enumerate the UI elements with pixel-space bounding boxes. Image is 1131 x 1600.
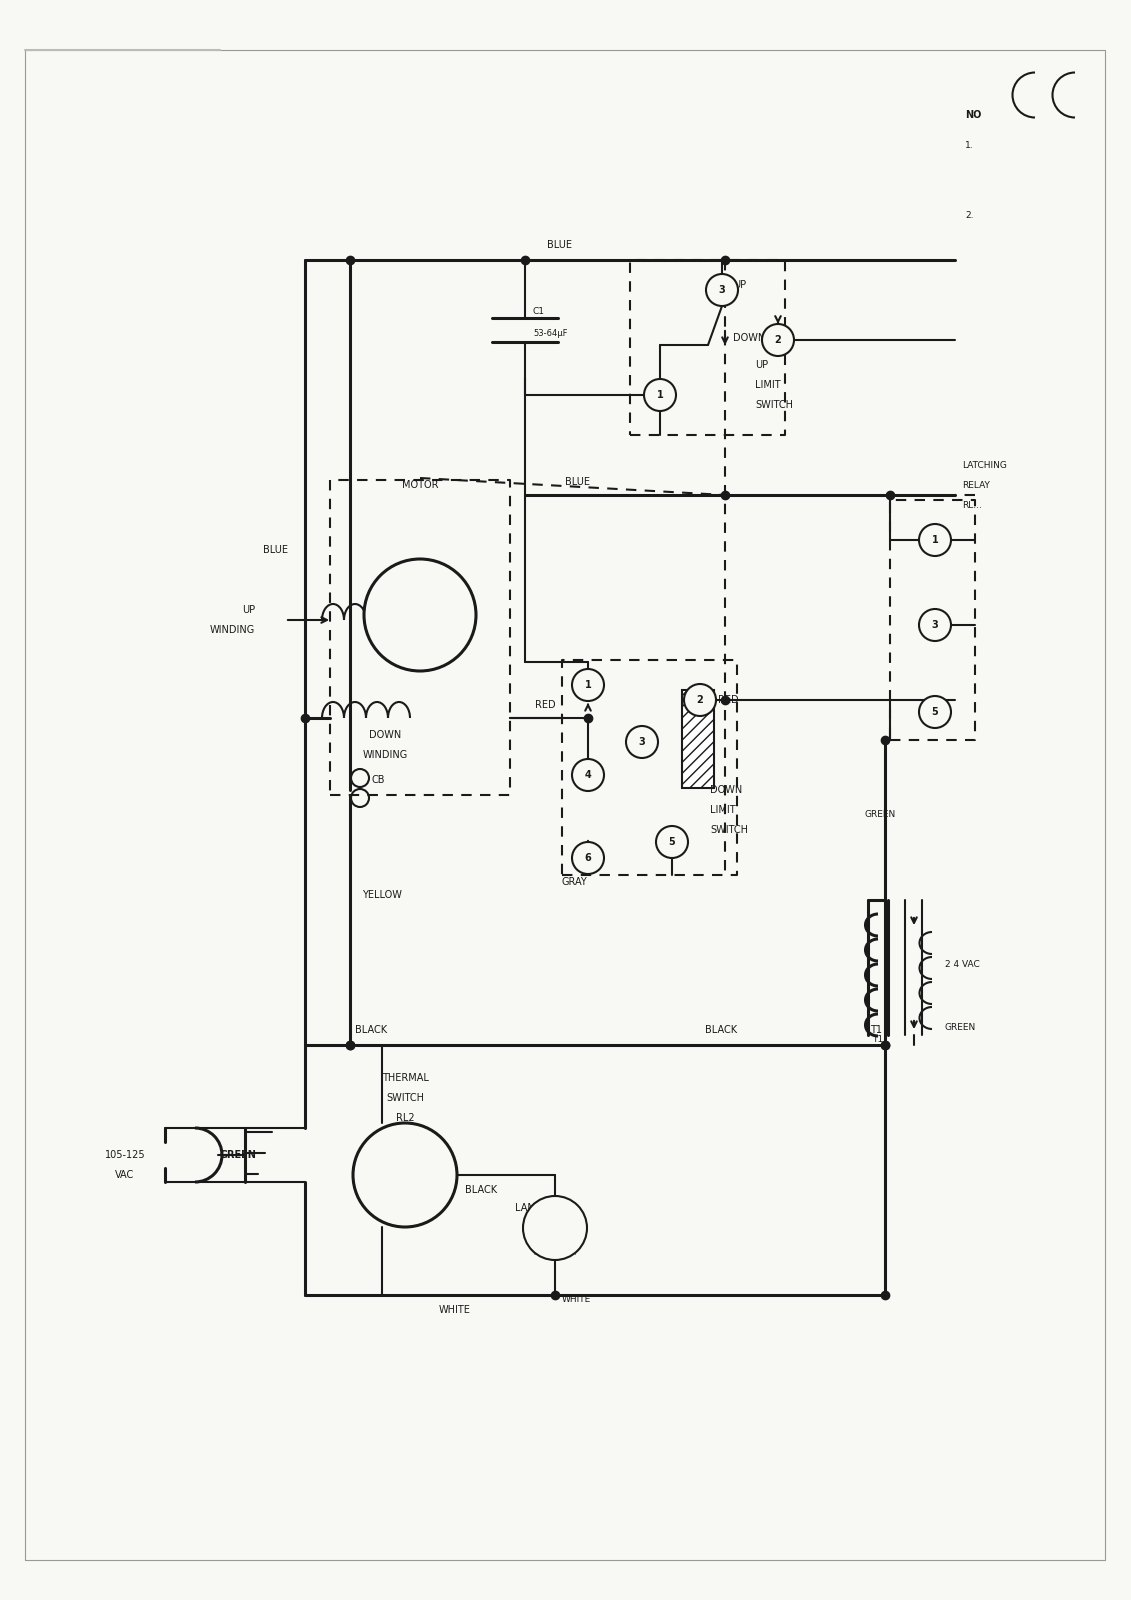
Text: SWITCH: SWITCH [710, 826, 748, 835]
Text: LIMIT: LIMIT [756, 379, 780, 390]
Text: SWITCH: SWITCH [756, 400, 793, 410]
Text: 1: 1 [585, 680, 592, 690]
Text: UP: UP [733, 280, 746, 290]
Text: BLACK: BLACK [705, 1026, 737, 1035]
Text: 1: 1 [657, 390, 664, 400]
Text: RL2: RL2 [396, 1114, 414, 1123]
Circle shape [706, 274, 739, 306]
Text: BLACK: BLACK [465, 1186, 498, 1195]
Circle shape [920, 525, 951, 557]
Bar [682, 690, 714, 787]
Text: GREEN: GREEN [221, 1150, 257, 1160]
Text: T1: T1 [872, 1035, 883, 1045]
Text: 5: 5 [932, 707, 939, 717]
Circle shape [920, 696, 951, 728]
Text: 1.: 1. [965, 141, 974, 149]
Text: 3: 3 [932, 619, 939, 630]
Text: NO: NO [965, 110, 982, 120]
Circle shape [656, 826, 688, 858]
Circle shape [644, 379, 676, 411]
Text: GRAY: GRAY [562, 877, 588, 886]
Text: LIMIT: LIMIT [710, 805, 735, 814]
Circle shape [762, 323, 794, 357]
Text: C1: C1 [533, 307, 545, 317]
Text: BLACK: BLACK [355, 1026, 387, 1035]
Text: RED: RED [718, 694, 739, 706]
Circle shape [364, 558, 476, 670]
Text: WINDING: WINDING [362, 750, 407, 760]
Text: 1: 1 [932, 534, 939, 546]
Circle shape [523, 1195, 587, 1259]
Text: YELLOW: YELLOW [362, 890, 402, 899]
Text: 4: 4 [585, 770, 592, 779]
Text: SWITCH: SWITCH [386, 1093, 424, 1102]
Text: 3: 3 [718, 285, 725, 294]
Text: 105-125: 105-125 [105, 1150, 145, 1160]
Text: WHITE: WHITE [439, 1306, 470, 1315]
Text: T1: T1 [870, 1026, 882, 1035]
Text: DOWN: DOWN [369, 730, 402, 739]
Circle shape [684, 683, 716, 715]
Text: ROTOR: ROTOR [403, 611, 438, 619]
Text: 2: 2 [697, 694, 703, 706]
Text: LAMP: LAMP [515, 1203, 542, 1213]
Text: BLUE: BLUE [264, 546, 288, 555]
Text: 3: 3 [639, 738, 646, 747]
Text: GREEN: GREEN [946, 1024, 976, 1032]
Text: UP: UP [242, 605, 254, 614]
Text: 53-64μF: 53-64μF [533, 330, 568, 339]
Text: LATCHING: LATCHING [962, 461, 1007, 469]
Text: 75 W MAX.: 75 W MAX. [533, 1248, 577, 1258]
Text: MOTOR: MOTOR [402, 480, 438, 490]
Text: CB: CB [372, 774, 386, 786]
Text: BLUE: BLUE [547, 240, 572, 250]
Text: VAC: VAC [115, 1170, 135, 1179]
Circle shape [625, 726, 658, 758]
Text: 2.: 2. [965, 211, 974, 219]
Text: BLUE: BLUE [566, 477, 590, 486]
Text: RL...: RL... [962, 501, 982, 509]
Text: RELAY: RELAY [962, 480, 990, 490]
Text: UP: UP [756, 360, 768, 370]
Text: 6: 6 [585, 853, 592, 862]
Text: DOWN: DOWN [733, 333, 766, 342]
Circle shape [572, 758, 604, 790]
Circle shape [353, 1123, 457, 1227]
Circle shape [572, 842, 604, 874]
Text: 2: 2 [775, 334, 782, 346]
Text: WINDING: WINDING [209, 626, 254, 635]
Circle shape [572, 669, 604, 701]
Text: THERMAL: THERMAL [381, 1074, 429, 1083]
Text: 2 4 VAC: 2 4 VAC [946, 960, 979, 970]
Text: 5: 5 [668, 837, 675, 846]
Text: DOWN: DOWN [710, 786, 742, 795]
Circle shape [920, 610, 951, 642]
Text: GREEN: GREEN [865, 811, 896, 819]
Text: RED: RED [535, 701, 555, 710]
Text: WHITE: WHITE [562, 1296, 592, 1304]
